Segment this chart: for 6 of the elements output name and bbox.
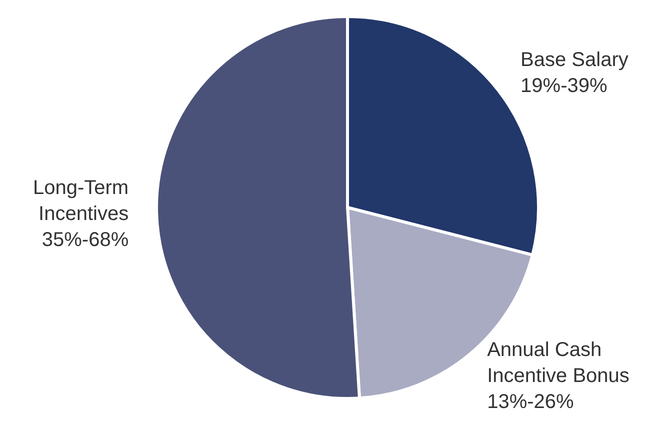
slice-label: Base Salary (520, 48, 628, 71)
text: 13%-26% (487, 390, 574, 413)
slice-label: Long-Term Incentives (33, 176, 129, 225)
text: 19%-39% (520, 74, 608, 97)
slice-label: Annual Cash Incentive Bonus (487, 338, 630, 387)
text: 35%-68% (42, 228, 129, 251)
